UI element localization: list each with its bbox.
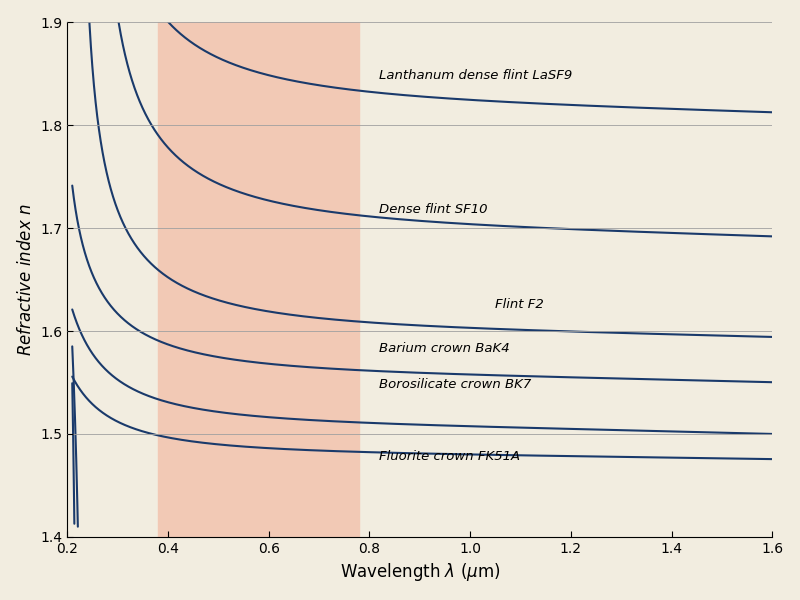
X-axis label: Wavelength $\lambda$ ($\mu$m): Wavelength $\lambda$ ($\mu$m) [339, 562, 500, 583]
Text: Borosilicate crown BK7: Borosilicate crown BK7 [379, 378, 532, 391]
Text: Dense flint SF10: Dense flint SF10 [379, 203, 488, 216]
Text: Lanthanum dense flint LaSF9: Lanthanum dense flint LaSF9 [379, 69, 573, 82]
Text: Barium crown BaK4: Barium crown BaK4 [379, 342, 510, 355]
Text: Fluorite crown FK51A: Fluorite crown FK51A [379, 450, 521, 463]
Y-axis label: Refractive index $n$: Refractive index $n$ [17, 203, 34, 356]
Text: Flint F2: Flint F2 [495, 298, 544, 311]
Bar [158, 22, 359, 537]
